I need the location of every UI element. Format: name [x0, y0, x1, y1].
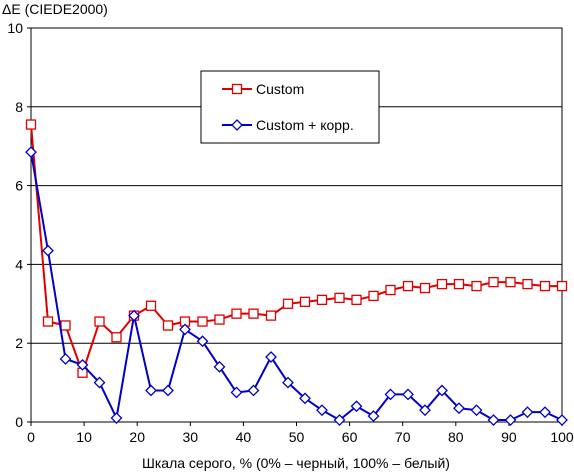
data-point [145, 300, 157, 311]
data-point [162, 320, 174, 331]
legend-box [200, 70, 380, 144]
series-layer [25, 119, 568, 426]
legend-label: Custom [256, 81, 304, 97]
x-tick-label: 100 [550, 429, 574, 445]
legend-marker [231, 83, 243, 95]
data-point [145, 384, 157, 397]
data-point [505, 276, 516, 288]
data-point [94, 316, 105, 327]
data-point [214, 314, 225, 325]
data-point [522, 278, 533, 290]
data-point [76, 358, 89, 371]
x-axis-label: Шкала серого, % (0% – черный, 100% – бел… [142, 455, 450, 471]
data-point [402, 280, 414, 292]
x-tick-label: 30 [183, 429, 199, 445]
data-point [539, 406, 551, 419]
data-point [350, 400, 363, 413]
data-point [299, 296, 311, 307]
data-point [384, 388, 397, 401]
y-tick-label: 8 [15, 99, 23, 115]
data-point [93, 376, 106, 389]
data-point [60, 320, 71, 331]
x-tick-label: 60 [342, 429, 358, 445]
data-point [162, 384, 174, 397]
data-point [453, 402, 465, 415]
data-point [128, 309, 140, 322]
data-point [556, 414, 568, 426]
data-point [25, 146, 37, 159]
legend-marker [231, 119, 243, 131]
x-tick-label: 50 [289, 429, 305, 445]
data-point [385, 284, 396, 296]
data-point [42, 316, 54, 327]
data-point [436, 278, 448, 290]
data-point [436, 384, 448, 397]
data-point [419, 404, 431, 417]
data-point [556, 280, 568, 292]
data-point [247, 384, 260, 397]
data-point [282, 376, 294, 389]
data-point [265, 351, 277, 363]
legend: Custom Custom + корр. [200, 70, 380, 144]
y-tick-label: 2 [15, 335, 23, 351]
data-point [213, 360, 226, 373]
data-point [402, 388, 414, 401]
data-point [351, 294, 362, 306]
data-point [265, 310, 277, 321]
x-tick-label: 40 [236, 429, 252, 445]
data-point [111, 332, 122, 343]
data-point [230, 386, 243, 399]
data-point [231, 308, 242, 319]
y-tick-label: 4 [15, 256, 23, 272]
data-point [367, 410, 380, 423]
x-tick-label: 80 [448, 429, 464, 445]
data-point [110, 412, 123, 424]
data-point [42, 244, 54, 257]
y-tick-label: 6 [15, 178, 23, 194]
x-tick-label: 90 [501, 429, 517, 445]
data-point [334, 292, 345, 304]
data-point [299, 392, 311, 405]
data-point [471, 280, 482, 292]
data-point [316, 294, 328, 306]
data-point [539, 280, 551, 292]
y-axis-label: ΔE (CIEDE2000) [2, 1, 108, 17]
data-point [487, 414, 500, 426]
x-tick-labels: 0 10 20 30 40 50 60 70 80 90 100 [27, 422, 574, 445]
data-point [521, 406, 534, 419]
legend-label: Custom + корр. [256, 117, 354, 133]
data-point [179, 323, 191, 336]
data-point [333, 414, 346, 426]
x-tick-label: 20 [129, 429, 145, 445]
data-point [453, 278, 465, 290]
series-1 [25, 119, 568, 378]
series-line [30, 151, 563, 422]
data-point [196, 335, 209, 348]
y-tick-labels: 0 2 4 6 8 10 [7, 20, 31, 430]
series-line [30, 124, 562, 374]
x-tick-label: 10 [76, 429, 92, 445]
data-point [197, 316, 208, 327]
data-point [59, 353, 72, 365]
y-tick-label: 10 [7, 20, 23, 36]
x-tick-label: 0 [27, 429, 35, 445]
y-tick-label: 0 [15, 414, 23, 430]
data-point [488, 276, 499, 288]
data-point [470, 404, 483, 417]
data-point [316, 404, 328, 417]
data-point [282, 298, 294, 309]
series-2 [25, 146, 568, 426]
x-tick-label: 70 [395, 429, 411, 445]
data-point [504, 414, 517, 426]
data-point [368, 290, 379, 302]
data-point [419, 282, 431, 294]
data-point [25, 119, 37, 130]
data-point [248, 308, 259, 319]
